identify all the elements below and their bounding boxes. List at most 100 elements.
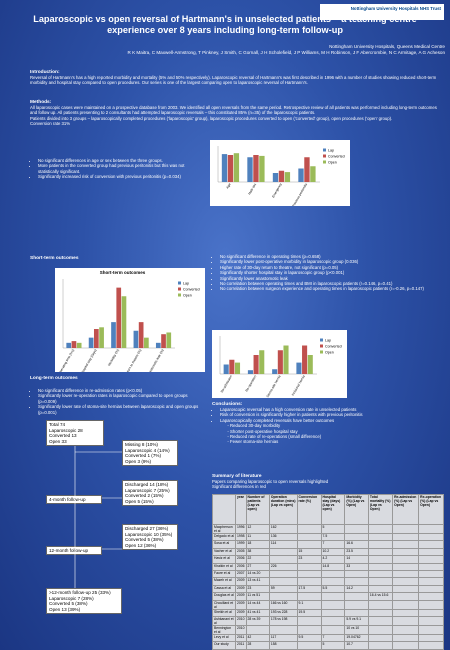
bullet: Laparoscopic reversal has a high convers… — [220, 407, 444, 412]
bar — [307, 355, 313, 374]
bar — [71, 341, 77, 348]
bullet: Higher rate of 30-day return to theatre,… — [220, 265, 444, 270]
legend-swatch — [178, 281, 181, 285]
bar — [93, 329, 99, 348]
line: Significant differences in red — [212, 484, 266, 490]
flow-line: Total 74 — [49, 422, 66, 427]
table-cell — [367, 569, 394, 579]
table-cell: Macpherson et al — [212, 524, 236, 534]
bar — [247, 157, 253, 182]
table-cell: 1999 — [234, 540, 247, 549]
table-cell: 2011 — [234, 641, 247, 650]
legend-label: Converted — [325, 344, 342, 348]
legend-label: Open — [328, 160, 337, 164]
table-cell — [418, 599, 444, 610]
chart-svg: Re-admission Re-operation Stoma-site herni… — [220, 336, 342, 398]
x-tick-label: Emergency — [271, 182, 283, 198]
table-cell — [367, 633, 394, 643]
title: Laparoscopic vs open reversal of Hartman… — [33, 14, 417, 35]
flow-box: Discharged 14 (18%) Laparoscopic 7 (25%) C… — [122, 480, 178, 507]
flow-line: Open 33 — [49, 438, 67, 444]
table-cell — [418, 524, 444, 534]
table-cell: 10.2 — [320, 547, 346, 557]
table: year Number of patients (Lap vs open) Oper… — [212, 494, 444, 650]
x-tick-label: Re-operation — [245, 374, 258, 392]
bar — [259, 350, 265, 374]
bar — [66, 342, 72, 348]
table-cell — [418, 584, 444, 594]
header-cell — [212, 494, 236, 525]
table-cell — [344, 592, 369, 601]
bullet: No correlation between operating times a… — [220, 281, 444, 286]
table-cell: 2011 — [234, 633, 247, 643]
flow-line: Discharged 27 (36%) — [125, 526, 169, 531]
bar — [155, 342, 161, 348]
legend-label: Lap — [328, 148, 334, 152]
heading: Methods: — [30, 100, 52, 105]
header-cell: Number of patients (Lap vs open) — [245, 494, 270, 525]
bar — [138, 322, 144, 348]
table-cell: 5 — [320, 524, 346, 534]
flow-label: 4-month follow-up — [46, 495, 102, 504]
bar — [88, 337, 94, 348]
table-cell: 19.04762 — [344, 633, 369, 643]
flow-label: 12-month follow-up — [46, 546, 102, 555]
legend-label: Converted — [183, 287, 200, 291]
table-cell: Delgado et al — [212, 532, 236, 542]
table-cell: Ashkanani et al — [212, 615, 236, 626]
legend-swatch — [323, 154, 326, 158]
flow-line: Converted 5 (38%) — [49, 601, 88, 607]
table-cell: 136 — [268, 532, 298, 542]
table-row: Haviz et al 2006 22 23 4.2 14 — [212, 555, 444, 564]
table-cell — [367, 577, 394, 586]
header-cell: Total mortality (%) (Lap vs Open) — [367, 494, 394, 525]
table-row: Ashkanani et al 2010 28 vs 39 178 vs 198 5.9… — [212, 615, 444, 626]
table-cell: 19.5 — [296, 608, 322, 617]
table-cell — [320, 599, 346, 610]
table-row: Our study 2011 28 158 5 10.7 — [212, 641, 444, 650]
bar — [234, 362, 241, 374]
bar — [121, 296, 127, 348]
table-cell: 11 vs 51 — [245, 592, 270, 601]
table-cell — [418, 569, 444, 579]
table-row: Cassa et al 2009 23 59 17.5 5.5 14.2 — [212, 584, 444, 594]
bar — [298, 168, 304, 182]
table-cell — [367, 562, 394, 571]
flow-box: >12-month follow-up 25 (33%) Laparoscopic… — [46, 588, 122, 615]
table-cell — [268, 569, 298, 579]
x-tick-label: Age — [225, 182, 231, 189]
bar — [144, 337, 149, 348]
table-row: Bennington et al 2010 10 vs 10 — [212, 624, 444, 635]
header-cell: year — [234, 494, 247, 525]
header-cell: Conversion rate (%) — [296, 494, 322, 525]
table-cell — [392, 608, 420, 617]
bullet: Reduced 30-day morbidity — [230, 423, 444, 428]
table-row: Chouillard et al 2009 14 vs 44 166 vs 160 9.… — [212, 599, 444, 610]
x-tick-label: Hospital stay (days) — [80, 349, 97, 373]
table-cell — [392, 641, 420, 650]
table-cell — [245, 624, 270, 635]
table-cell — [268, 577, 298, 586]
table-row: Delgado et al 1998 11 136 7.5 — [212, 532, 444, 542]
bullet: No correlation between surgeon experienc… — [220, 286, 444, 291]
table-row: Sosa et al 1999 18 114 7 16.6 — [212, 540, 444, 549]
header-cell: Re-operation (%) (Lap vs Open) — [418, 494, 444, 525]
table-cell: 166 vs 160 — [268, 599, 298, 610]
table-cell: 2009 — [234, 577, 247, 586]
table-cell: 1998 — [234, 532, 247, 542]
bar — [223, 364, 229, 374]
table-cell: 14.2 — [344, 584, 369, 594]
affiliation: Nottingham University Hospitals, Queens … — [329, 44, 445, 49]
table-cell — [418, 547, 444, 557]
table-cell: 23 — [245, 584, 270, 594]
table-cell: 2010 — [234, 615, 247, 626]
table-cell: 193 vs 228 — [268, 608, 298, 617]
table-cell — [418, 592, 444, 601]
flow-line: Laparoscopic 7 (25%) — [125, 487, 170, 493]
table-cell: 114 — [268, 540, 298, 549]
bar — [111, 322, 116, 348]
table-cell — [392, 547, 420, 557]
header-cell: Re-admission (%) (Lap vs Open) — [392, 494, 420, 525]
paragraph: Reversal of Hartmann's has a high report… — [30, 75, 437, 86]
